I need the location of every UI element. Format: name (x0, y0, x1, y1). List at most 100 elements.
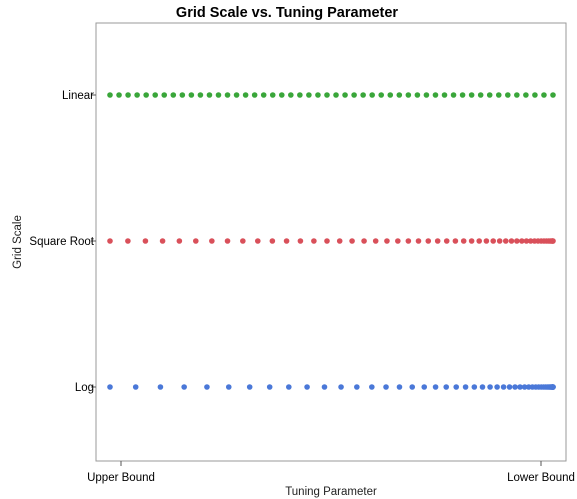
data-point (550, 92, 556, 98)
data-point (116, 92, 122, 98)
data-point (336, 238, 343, 244)
data-point (251, 92, 258, 98)
x-tick-label: Lower Bound (507, 472, 575, 484)
data-point (188, 92, 195, 98)
data-point (527, 238, 534, 244)
data-point (395, 238, 401, 244)
data-point (197, 92, 204, 98)
data-point (142, 238, 149, 244)
data-point (468, 238, 475, 244)
data-point (494, 384, 500, 390)
data-point (500, 384, 507, 390)
data-point (288, 92, 294, 98)
data-point (490, 238, 497, 244)
data-point (283, 238, 290, 244)
data-point (483, 238, 490, 244)
data-point (462, 384, 469, 390)
data-point (269, 92, 276, 98)
data-point (304, 384, 310, 390)
data-point (434, 238, 441, 244)
data-point (372, 238, 379, 244)
data-point (396, 384, 403, 390)
data-point (459, 92, 466, 98)
data-point (242, 92, 249, 98)
y-axis-label: Grid Scale (12, 215, 24, 269)
data-point (468, 92, 475, 98)
data-point (125, 92, 131, 98)
data-point (460, 238, 467, 244)
data-point (315, 92, 321, 98)
data-point (209, 238, 215, 244)
data-point (432, 384, 439, 390)
data-point (152, 92, 158, 98)
y-tick-label: Linear (62, 90, 94, 102)
data-point (523, 238, 530, 244)
data-point (387, 92, 394, 98)
data-point (425, 238, 432, 244)
data-point (181, 384, 187, 390)
data-point (333, 92, 339, 98)
data-point (170, 92, 177, 98)
data-point (349, 238, 355, 244)
data-point (414, 92, 421, 98)
data-point (521, 384, 528, 390)
data-point (508, 238, 515, 244)
data-point (476, 238, 483, 244)
data-point (161, 92, 168, 98)
data-point (477, 92, 484, 98)
data-point (369, 92, 375, 98)
data-point (297, 238, 304, 244)
data-point (324, 92, 330, 98)
data-point (405, 238, 412, 244)
data-point (215, 92, 222, 98)
data-point (321, 384, 328, 390)
data-point (405, 92, 412, 98)
data-point (452, 238, 459, 244)
data-point (204, 384, 210, 390)
data-point (486, 92, 493, 98)
data-point (176, 238, 183, 244)
data-point (523, 92, 529, 98)
data-point (441, 92, 448, 98)
data-point (134, 92, 140, 98)
data-point (378, 92, 385, 98)
data-point (487, 384, 493, 390)
data-point (396, 92, 403, 98)
data-point (297, 92, 303, 98)
data-point (421, 384, 428, 390)
data-point (225, 384, 232, 390)
data-point (495, 92, 502, 98)
x-axis-label: Tuning Parameter (285, 486, 377, 498)
data-point (125, 238, 131, 244)
data-point (107, 92, 113, 98)
data-point (360, 92, 366, 98)
data-point (351, 92, 357, 98)
data-point (233, 92, 240, 98)
data-point (514, 92, 520, 98)
data-point (260, 92, 267, 98)
data-point (311, 238, 317, 244)
data-point (206, 92, 213, 98)
y-tick-label: Log (75, 382, 94, 394)
data-point (550, 384, 556, 390)
data-point (505, 92, 511, 98)
data-point (306, 92, 312, 98)
data-point (159, 238, 166, 244)
data-point (409, 384, 416, 390)
axis-ticks (91, 94, 542, 466)
data-point (246, 384, 253, 390)
data-point (266, 384, 273, 390)
data-point (479, 384, 486, 390)
data-point (517, 384, 523, 390)
data-point (443, 384, 450, 390)
data-point (157, 384, 164, 390)
data-points (107, 92, 556, 390)
data-point (342, 92, 348, 98)
y-tick-label: Square Root (29, 236, 94, 248)
data-point (286, 384, 292, 390)
data-point (423, 92, 430, 98)
data-point (107, 238, 113, 244)
data-point (415, 238, 422, 244)
data-point (384, 238, 390, 244)
